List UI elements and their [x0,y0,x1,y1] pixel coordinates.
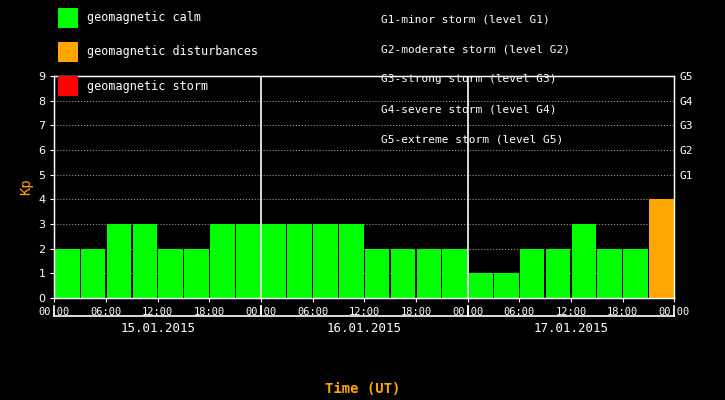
Bar [442,249,467,298]
Text: geomagnetic disturbances: geomagnetic disturbances [87,46,258,58]
Text: geomagnetic storm: geomagnetic storm [87,80,208,92]
Bar [133,224,157,298]
Bar [339,224,364,298]
Bar [288,224,312,298]
Bar [107,224,131,298]
Text: G3-strong storm (level G3): G3-strong storm (level G3) [381,74,556,84]
Bar [55,249,80,298]
Bar [624,249,647,298]
Bar [520,249,544,298]
Text: 16.01.2015: 16.01.2015 [327,322,402,335]
Bar [546,249,571,298]
Bar [571,224,596,298]
Bar [417,249,441,298]
Text: Time (UT): Time (UT) [325,382,400,396]
Y-axis label: Kp: Kp [19,179,33,195]
Bar [597,249,622,298]
Text: G1-minor storm (level G1): G1-minor storm (level G1) [381,14,550,24]
Text: 17.01.2015: 17.01.2015 [534,322,608,335]
Bar [236,224,260,298]
Bar [184,249,209,298]
Bar [494,273,518,298]
Bar [262,224,286,298]
Text: 15.01.2015: 15.01.2015 [120,322,195,335]
Text: G2-moderate storm (level G2): G2-moderate storm (level G2) [381,44,570,54]
Text: G4-severe storm (level G4): G4-severe storm (level G4) [381,104,556,114]
Bar [81,249,105,298]
Text: G5-extreme storm (level G5): G5-extreme storm (level G5) [381,134,563,144]
Bar [313,224,338,298]
Text: geomagnetic calm: geomagnetic calm [87,12,201,24]
Bar [468,273,493,298]
Bar [210,224,234,298]
Bar [365,249,389,298]
Bar [391,249,415,298]
Bar [158,249,183,298]
Bar [649,199,674,298]
